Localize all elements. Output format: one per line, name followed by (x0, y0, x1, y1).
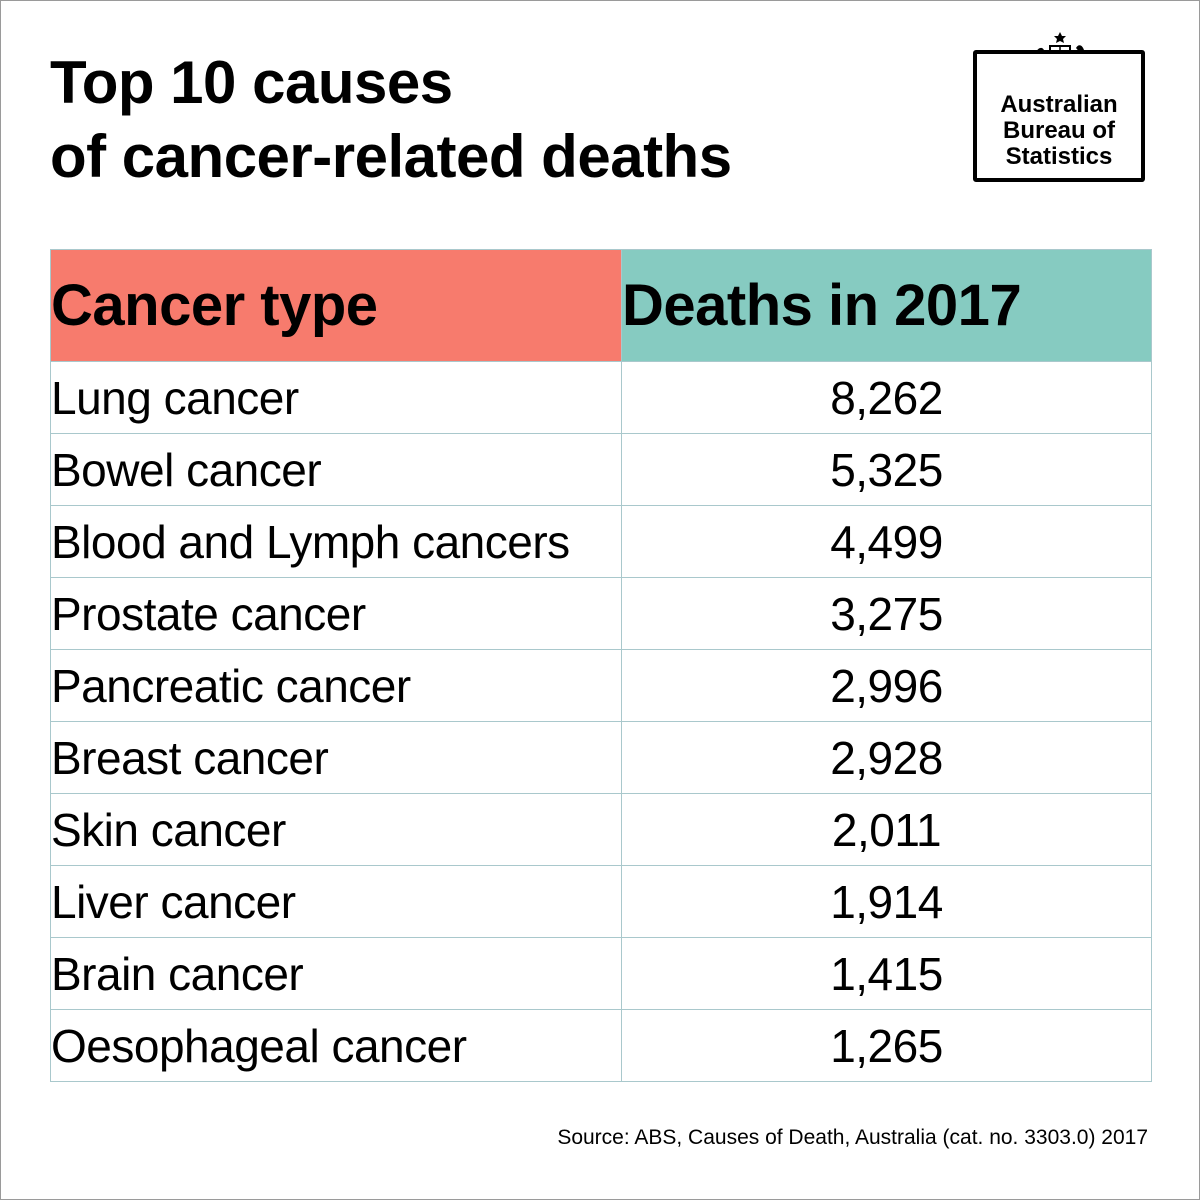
deaths-value-cell: 8,262 (621, 361, 1152, 434)
column-header-deaths: Deaths in 2017 (621, 249, 1152, 362)
logo-line-3: Statistics (1005, 143, 1113, 170)
table-row: Pancreatic cancer 2,996 (50, 649, 1152, 722)
cancer-type-cell: Brain cancer (50, 937, 622, 1010)
cancer-type-cell: Blood and Lymph cancers (50, 505, 622, 578)
cancer-type-cell: Lung cancer (50, 361, 622, 434)
table-row: Blood and Lymph cancers 4,499 (50, 505, 1152, 578)
logo-wordmark: Australian Bureau of Statistics (977, 92, 1141, 170)
deaths-value-cell: 2,928 (621, 721, 1152, 794)
page-title: Top 10 causes of cancer-related deaths (50, 46, 732, 194)
logo-line-1: Australian (1000, 91, 1118, 118)
table-row: Lung cancer 8,262 (50, 361, 1152, 434)
cancer-type-cell: Pancreatic cancer (50, 649, 622, 722)
cancer-type-cell: Bowel cancer (50, 433, 622, 506)
cancer-type-cell: Prostate cancer (50, 577, 622, 650)
deaths-value-cell: 2,996 (621, 649, 1152, 722)
title-line-1: Top 10 causes (50, 49, 453, 116)
cancer-type-cell: Skin cancer (50, 793, 622, 866)
table-row: Prostate cancer 3,275 (50, 577, 1152, 650)
deaths-value-cell: 1,415 (621, 937, 1152, 1010)
deaths-value-cell: 1,265 (621, 1009, 1152, 1082)
table-row: Oesophageal cancer 1,265 (50, 1009, 1152, 1082)
logo-line-2: Bureau of (1002, 117, 1115, 144)
deaths-value-cell: 3,275 (621, 577, 1152, 650)
column-header-cancer-type: Cancer type (50, 249, 622, 362)
title-line-2: of cancer-related deaths (50, 123, 732, 190)
table-row: Skin cancer 2,011 (50, 793, 1152, 866)
deaths-value-cell: 2,011 (621, 793, 1152, 866)
deaths-value-cell: 4,499 (621, 505, 1152, 578)
table-body: Lung cancer 8,262 Bowel cancer 5,325 Blood a… (50, 361, 1152, 1082)
deaths-value-cell: 1,914 (621, 865, 1152, 938)
table-row: Breast cancer 2,928 (50, 721, 1152, 794)
table-row: Brain cancer 1,415 (50, 937, 1152, 1010)
deaths-value-cell: 5,325 (621, 433, 1152, 506)
source-note: Source: ABS, Causes of Death, Australia … (557, 1126, 1148, 1149)
abs-logo: Australian Bureau of Statistics (973, 50, 1145, 182)
cancer-type-cell: Breast cancer (50, 721, 622, 794)
table-row: Liver cancer 1,914 (50, 865, 1152, 938)
cancer-type-cell: Oesophageal cancer (50, 1009, 622, 1082)
cancer-deaths-table: Cancer type Deaths in 2017 Lung cancer 8,… (50, 249, 1152, 1082)
table-header-row: Cancer type Deaths in 2017 (50, 249, 1152, 362)
cancer-type-cell: Liver cancer (50, 865, 622, 938)
table-row: Bowel cancer 5,325 (50, 433, 1152, 506)
